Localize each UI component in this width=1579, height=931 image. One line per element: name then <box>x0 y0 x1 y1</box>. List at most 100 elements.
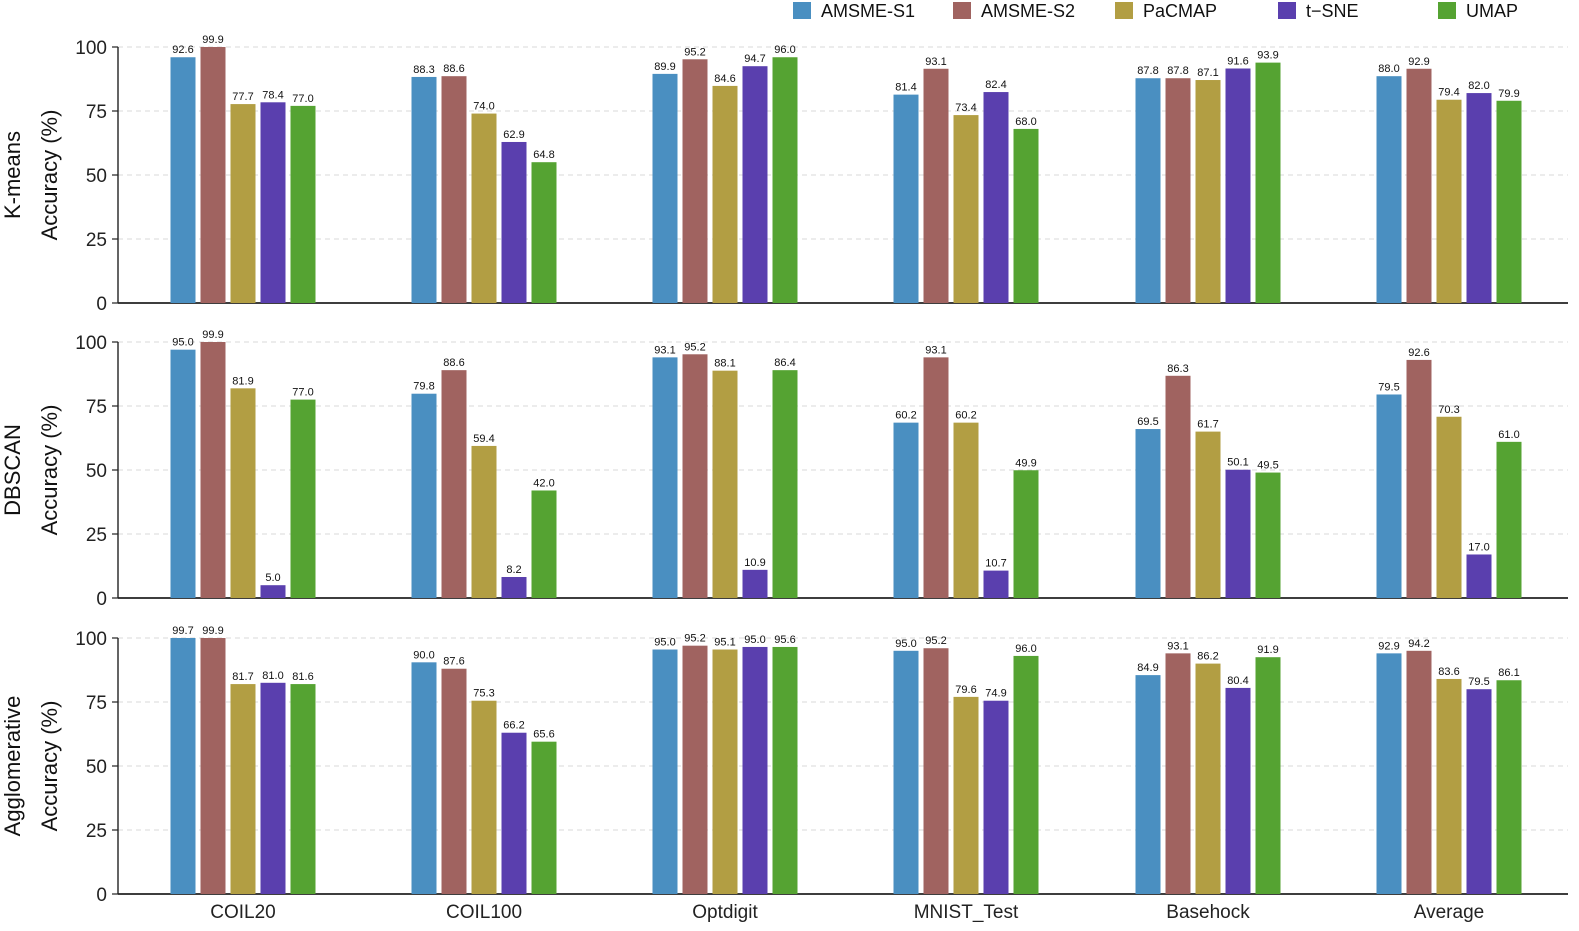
x-tick-label-coil20: COIL20 <box>210 902 275 923</box>
bar-pacmap-basehock <box>1195 80 1221 303</box>
bar-amsme-s2-coil20 <box>200 47 226 303</box>
bar-amsme-s1-basehock <box>1135 429 1161 598</box>
y-axis-label: Accuracy (%) <box>37 110 62 241</box>
bar-amsme-s2-basehock <box>1165 78 1191 304</box>
data-label: 96.0 <box>774 44 795 56</box>
x-tick-label-average: Average <box>1414 902 1484 923</box>
bar-umap-basehock <box>1255 657 1281 894</box>
y-tick-label: 75 <box>86 693 107 714</box>
data-label: 10.7 <box>985 558 1006 570</box>
data-label: 81.0 <box>262 670 283 682</box>
data-label: 87.1 <box>1197 67 1218 79</box>
bar-t-sne-mnist-test <box>983 570 1009 598</box>
bar-amsme-s2-coil20 <box>200 638 226 894</box>
legend-swatch <box>1438 2 1456 19</box>
data-label: 10.9 <box>744 557 765 569</box>
y-tick-label: 0 <box>96 294 107 315</box>
data-label: 61.7 <box>1197 419 1218 431</box>
data-label: 59.4 <box>473 433 494 445</box>
chart-panels: 0 25 50 75 100 K-means Accuracy (%) 92.6 88.3 89.… <box>0 34 1568 906</box>
data-label: 88.6 <box>443 63 464 75</box>
y-tick-label: 100 <box>75 629 107 650</box>
data-label: 60.2 <box>895 410 916 422</box>
bar-t-sne-average <box>1466 689 1492 894</box>
panel-agglomerative: 0 25 50 75 100 Agglomerative Accuracy (%) 99.7 9… <box>0 625 1568 906</box>
bar-amsme-s1-coil100 <box>411 393 437 598</box>
data-label: 64.8 <box>533 149 554 161</box>
legend-item-umap: UMAP <box>1438 1 1518 21</box>
panel-k-means: 0 25 50 75 100 K-means Accuracy (%) 92.6 88.3 89.… <box>0 34 1568 315</box>
panel-dbscan: 0 25 50 75 100 DBSCAN Accuracy (%) 95.0 79.8 93.1… <box>0 329 1568 610</box>
data-label: 95.0 <box>895 638 916 650</box>
bar-t-sne-optdigit <box>742 646 768 894</box>
bar-t-sne-optdigit <box>742 66 768 303</box>
bar-umap-optdigit <box>772 646 798 894</box>
data-label: 81.4 <box>895 82 916 94</box>
bar-t-sne-coil100 <box>501 732 527 894</box>
bar-amsme-s2-average <box>1406 68 1432 303</box>
data-label: 82.4 <box>985 79 1006 91</box>
data-label: 91.6 <box>1227 56 1248 68</box>
bar-t-sne-coil100 <box>501 577 527 598</box>
legend-label: UMAP <box>1466 1 1518 21</box>
data-label: 95.0 <box>654 637 675 649</box>
y-tick-label: 50 <box>86 461 107 482</box>
y-tick-label: 0 <box>96 885 107 906</box>
data-label: 99.9 <box>202 625 223 637</box>
legend-swatch <box>1278 2 1296 19</box>
bar-amsme-s1-average <box>1376 653 1402 894</box>
data-label: 70.3 <box>1438 404 1459 416</box>
bar-pacmap-coil100 <box>471 445 497 598</box>
legend-swatch <box>793 2 811 19</box>
data-label: 95.2 <box>684 633 705 645</box>
y-tick-label: 75 <box>86 397 107 418</box>
data-label: 95.6 <box>774 634 795 646</box>
panel-method-label: K-means <box>0 131 25 219</box>
bar-umap-coil20 <box>290 684 316 894</box>
bar-amsme-s1-average <box>1376 394 1402 598</box>
legend-swatch <box>1115 2 1133 19</box>
data-label: 79.4 <box>1438 87 1459 99</box>
data-label: 92.6 <box>1408 347 1429 359</box>
bar-amsme-s2-optdigit <box>682 59 708 304</box>
bar-pacmap-average <box>1436 678 1462 894</box>
data-label: 5.0 <box>265 572 280 584</box>
data-label: 95.0 <box>172 337 193 349</box>
y-axis-label: Accuracy (%) <box>37 405 62 536</box>
bar-t-sne-coil20 <box>260 585 286 598</box>
bar-amsme-s2-optdigit <box>682 645 708 894</box>
bar-umap-coil20 <box>290 105 316 303</box>
data-label: 99.9 <box>202 34 223 46</box>
data-label: 74.9 <box>985 688 1006 700</box>
data-label: 75.3 <box>473 688 494 700</box>
data-label: 87.8 <box>1167 65 1188 77</box>
bar-amsme-s2-coil100 <box>441 76 467 304</box>
data-label: 49.5 <box>1257 460 1278 472</box>
bar-amsme-s2-coil20 <box>200 342 226 598</box>
data-label: 95.2 <box>925 635 946 647</box>
bar-umap-basehock <box>1255 62 1281 304</box>
bar-umap-mnist-test <box>1013 655 1039 894</box>
data-label: 88.1 <box>714 358 735 370</box>
data-label: 74.0 <box>473 101 494 113</box>
data-label: 68.0 <box>1015 116 1036 128</box>
legend-swatch <box>953 2 971 19</box>
x-tick-label-basehock: Basehock <box>1166 902 1250 923</box>
panel-method-label: DBSCAN <box>0 424 25 516</box>
data-label: 79.5 <box>1468 676 1489 688</box>
data-label: 90.0 <box>413 649 434 661</box>
bar-amsme-s2-mnist-test <box>923 648 949 894</box>
bar-amsme-s1-basehock <box>1135 78 1161 304</box>
legend-item-amsme-s1: AMSME-S1 <box>793 1 915 21</box>
bar-amsme-s1-coil20 <box>170 638 196 894</box>
bar-pacmap-mnist-test <box>953 422 979 598</box>
data-label: 86.2 <box>1197 651 1218 663</box>
bar-amsme-s2-coil100 <box>441 668 467 894</box>
legend-item-amsme-s2: AMSME-S2 <box>953 1 1075 21</box>
bar-t-sne-basehock <box>1225 687 1251 894</box>
bar-t-sne-optdigit <box>742 569 768 598</box>
bar-pacmap-basehock <box>1195 431 1221 598</box>
legend-label: AMSME-S1 <box>821 1 915 21</box>
bar-t-sne-basehock <box>1225 469 1251 598</box>
